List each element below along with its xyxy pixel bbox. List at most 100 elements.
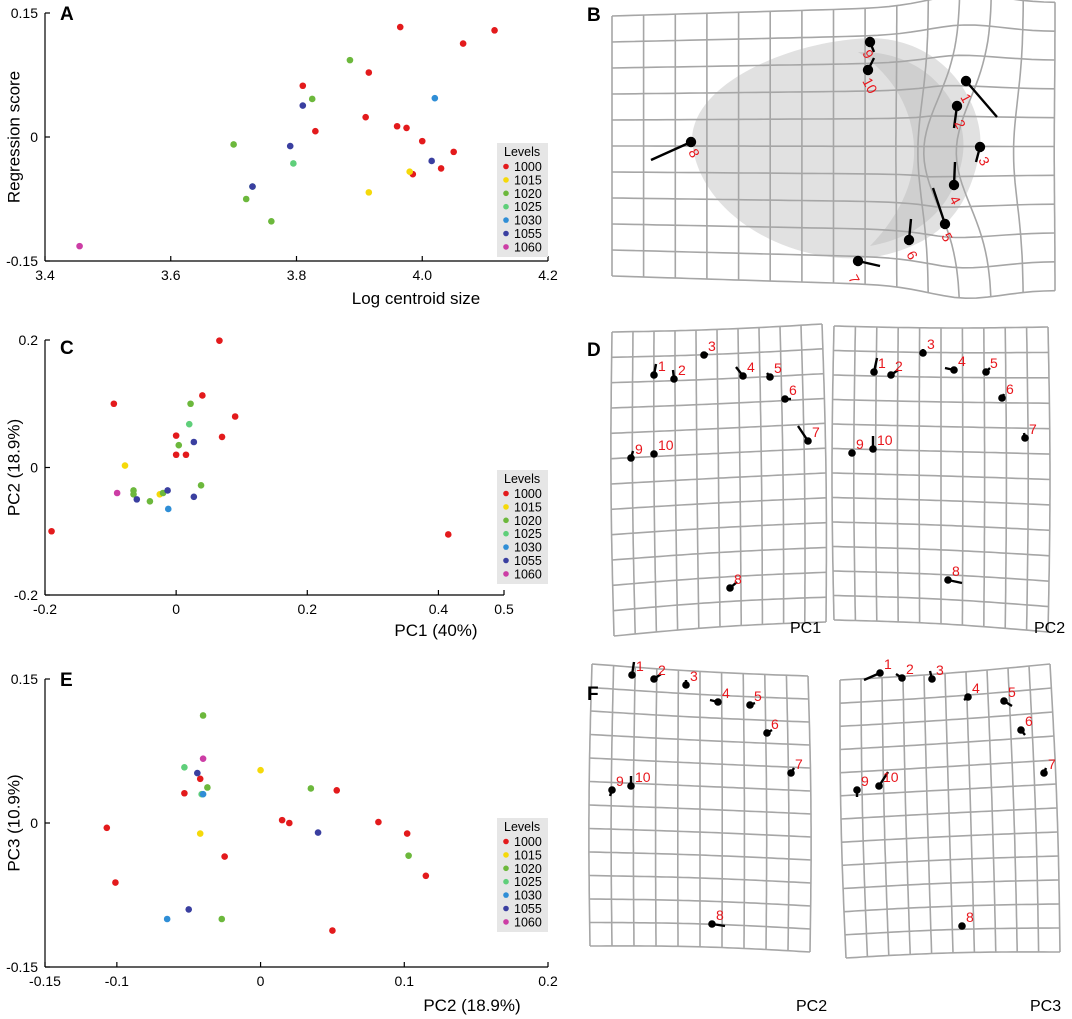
grid-row-line [611,397,825,409]
data-point-1000 [196,775,204,783]
landmark-label: 10 [635,769,651,785]
legend-background [497,470,548,584]
landmark-label: 3 [936,662,944,678]
grid-caption: PC2 [796,998,827,1015]
data-point-1000 [110,400,118,408]
data-point-1055 [314,829,322,836]
landmark-10: 10 [869,432,893,453]
landmark-5: 5 [1000,684,1016,708]
landmark-label: 3 [927,336,935,352]
landmark-dot [1040,769,1048,777]
grid-row-line [611,249,1055,269]
data-point-1000 [103,824,111,832]
grid-row-line [590,710,810,723]
grid-row-line [832,447,1050,455]
data-point-1000 [403,124,410,132]
legend-title: Levels [504,820,540,834]
landmark-label: 9 [616,773,624,789]
landmark-dot [875,782,883,790]
landmark-7: 7 [845,255,881,286]
landmark-dot [869,445,877,453]
data-point-1000 [299,82,307,90]
landmark-dot [739,372,747,380]
landmark-dot [887,371,895,379]
grid-row-line [611,223,1055,239]
data-point-1060 [76,242,83,250]
legend-label-1030: 1030 [514,889,542,903]
landmark-dot [958,922,966,930]
grid-lines [610,323,828,637]
legend-swatch-1025 [503,530,509,537]
landmark-dot [726,584,734,592]
legend-label-1030: 1030 [514,541,542,555]
data-point-1000 [437,165,445,172]
y-tick-label: -0.15 [6,253,38,269]
legend-label-1015: 1015 [514,500,542,514]
landmark-4: 4 [735,359,755,380]
landmark-label: 6 [771,716,779,732]
grid-lines [831,325,1051,633]
grid-row-line [843,879,1059,890]
grid-row-line [832,545,1050,557]
data-point-1020 [218,915,226,923]
grid-row-line [832,423,1050,430]
landmark-dot [804,437,812,445]
data-point-1025 [185,420,193,428]
panel-label-A: A [60,4,74,25]
grid-row-line [613,621,827,637]
legend-label-1015: 1015 [514,848,542,862]
legend-background [497,818,548,932]
y-tick-label: 0 [30,460,38,476]
x-tick-label: 0.1 [395,973,415,989]
grid-row-line [611,323,823,333]
data-point-1000 [459,40,467,47]
grid-row-line [842,855,1059,867]
landmark-dot [870,368,878,376]
x-tick-label: 0.4 [429,601,449,617]
data-point-1000 [216,337,223,344]
data-point-1025 [290,160,297,167]
grid-row-line [610,422,826,435]
legend-swatch-1030 [503,217,509,223]
data-point-1020 [197,482,205,489]
landmark-4: 4 [963,680,980,701]
y-tick-label: 0 [30,815,38,831]
landmark-dot [787,769,795,777]
landmark-2: 2 [887,358,903,379]
grid-row-line [589,874,811,884]
legend-label-1000: 1000 [514,487,542,501]
landmark-dot [950,366,958,374]
landmark-dot [608,786,616,794]
landmark-label: 9 [861,773,869,789]
landmark-7: 7 [1040,756,1056,777]
grid-row-line [590,945,811,953]
landmark-5: 5 [746,688,762,709]
data-point-1055 [286,142,294,150]
legend-label-1020: 1020 [514,187,542,201]
x-tick-label: 0.5 [494,601,514,617]
grid-row-line [611,54,1055,69]
data-point-1030 [199,790,207,798]
legend-swatch-1015 [503,177,509,183]
grid-row-line [611,115,1055,121]
grid-row-line [611,348,823,359]
grid-row-line [840,807,1058,820]
landmark-label: 4 [972,680,980,696]
landmark-1: 1 [870,355,886,376]
legend-swatch-1000 [503,163,509,170]
legend-label-1055: 1055 [514,902,542,916]
landmark-2: 2 [670,362,686,383]
landmark-label: 9 [635,441,643,457]
data-point-1000 [181,789,188,797]
grid-row-line [589,898,811,907]
grid-row-line [611,372,824,384]
landmark-dot [700,351,708,359]
x-tick-label: 4.0 [413,267,433,283]
landmark-label: 4 [958,353,966,369]
y-tick-label: 0.2 [19,332,39,348]
landmark-3: 3 [919,336,935,357]
legend-swatch-1060 [503,919,509,925]
landmark-dot [1021,434,1029,442]
